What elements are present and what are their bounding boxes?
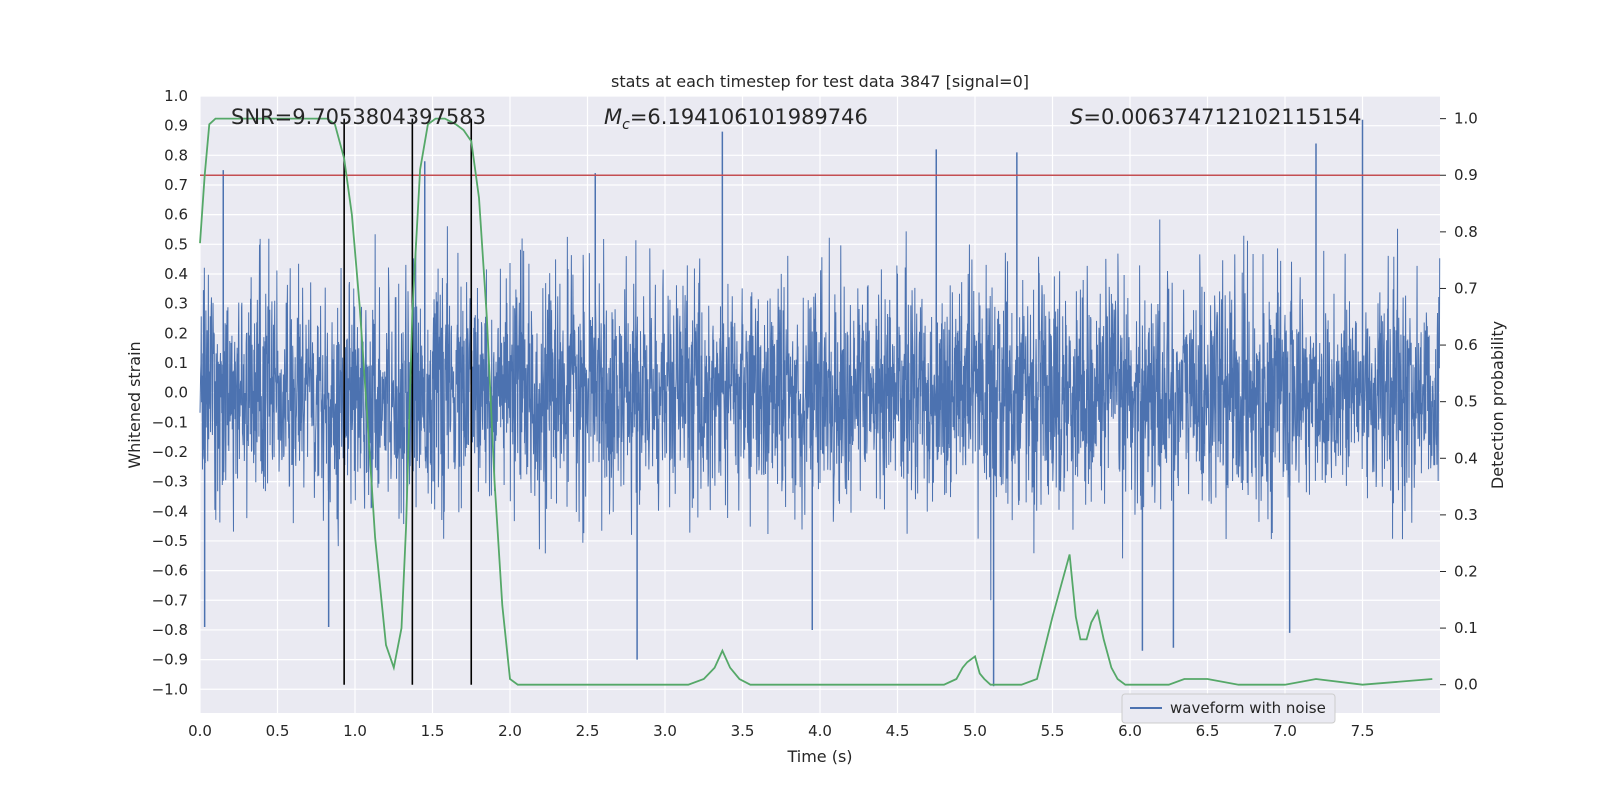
- y-tick-label: 0.7: [164, 176, 188, 194]
- y-tick-label: 0.8: [164, 146, 188, 164]
- y-tick-label: −0.6: [152, 562, 188, 580]
- y2-ticks: 1.0 0.9 0.8 0.7 0.6 0.5 0.4 0.3 0.2 0.1 0.0: [1440, 110, 1478, 694]
- x-tick-label: 1.0: [343, 722, 367, 740]
- y-axis-label: Whitened strain: [125, 341, 144, 468]
- x-tick-label: 2.0: [498, 722, 522, 740]
- x-tick-label: 6.5: [1196, 722, 1220, 740]
- y-tick-label: −0.2: [152, 443, 188, 461]
- y-tick-label: 0.2: [164, 324, 188, 342]
- x-tick-label: 4.5: [886, 722, 910, 740]
- y2-tick-label: 0.8: [1454, 223, 1478, 241]
- chart-title: stats at each timestep for test data 384…: [611, 72, 1029, 91]
- x-tick-label: 5.0: [963, 722, 987, 740]
- y-tick-label: 0.9: [164, 117, 188, 135]
- y-tick-label: 0.0: [164, 384, 188, 402]
- x-tick-label: 5.5: [1041, 722, 1065, 740]
- x-tick-label: 3.0: [653, 722, 677, 740]
- y2-tick-label: 1.0: [1454, 110, 1478, 128]
- y-tick-label: 0.1: [164, 354, 188, 372]
- y-tick-label: 0.3: [164, 295, 188, 313]
- y-tick-label: −0.3: [152, 473, 188, 491]
- waveform-line: [199, 219, 1441, 601]
- y2-axis-label: Detection probability: [1488, 321, 1507, 489]
- x-tick-label: 6.0: [1118, 722, 1142, 740]
- legend-label: waveform with noise: [1170, 699, 1326, 717]
- y2-tick-label: 0.2: [1454, 562, 1478, 580]
- x-tick-label: 7.5: [1351, 722, 1375, 740]
- legend-box: [1121, 693, 1336, 724]
- x-tick-label: 7.0: [1273, 722, 1297, 740]
- x-tick-label: 4.0: [808, 722, 832, 740]
- s-annotation: S=0.006374712102115154: [1070, 105, 1361, 129]
- y-tick-label: −0.4: [152, 502, 188, 520]
- y-tick-label: −0.1: [152, 413, 188, 431]
- y-tick-label: −0.8: [152, 621, 188, 639]
- y-tick-label: −0.5: [152, 532, 188, 550]
- legend: waveform with noise: [1121, 693, 1336, 724]
- y-tick-label: 0.6: [164, 206, 188, 224]
- detection-markers: [343, 118, 473, 685]
- x-tick-label: 0.5: [266, 722, 290, 740]
- snr-annotation: SNR=9.7053804397583: [231, 105, 486, 129]
- y-tick-label: −0.7: [152, 591, 188, 609]
- x-ticks: 0.0 0.5 1.0 1.5 2.0 2.5 3.0 3.5 4.0 4.5 5.0 5.5 6.0 6…: [188, 722, 1374, 740]
- x-tick-label: 1.5: [421, 722, 445, 740]
- y2-tick-label: 0.3: [1454, 506, 1478, 524]
- chirp-mass-annotation: Mc=6.194106101989746: [604, 105, 868, 133]
- y2-tick-label: 0.1: [1454, 619, 1478, 637]
- y-tick-label: −0.9: [152, 651, 188, 669]
- probability-line: [199, 117, 1433, 686]
- y-tick-label: −1.0: [152, 680, 188, 698]
- y-ticks: 1.0 0.9 0.8 0.7 0.6 0.5 0.4 0.3 0.2 0.1 0.0 −0.1 −0.…: [152, 87, 188, 698]
- y-tick-label: 0.4: [164, 265, 188, 283]
- x-tick-label: 0.0: [188, 722, 212, 740]
- y2-tick-label: 0.5: [1454, 393, 1478, 411]
- y2-tick-label: 0.9: [1454, 166, 1478, 184]
- x-tick-label: 2.5: [576, 722, 600, 740]
- probability-layer: [199, 117, 1433, 686]
- y-tick-label: 1.0: [164, 87, 188, 105]
- y2-tick-label: 0.0: [1454, 676, 1478, 694]
- x-tick-label: 3.5: [731, 722, 755, 740]
- y2-tick-label: 0.4: [1454, 449, 1478, 467]
- y-tick-label: 0.5: [164, 235, 188, 253]
- y2-tick-label: 0.6: [1454, 336, 1478, 354]
- x-axis-label: Time (s): [786, 747, 852, 766]
- y2-tick-label: 0.7: [1454, 279, 1478, 297]
